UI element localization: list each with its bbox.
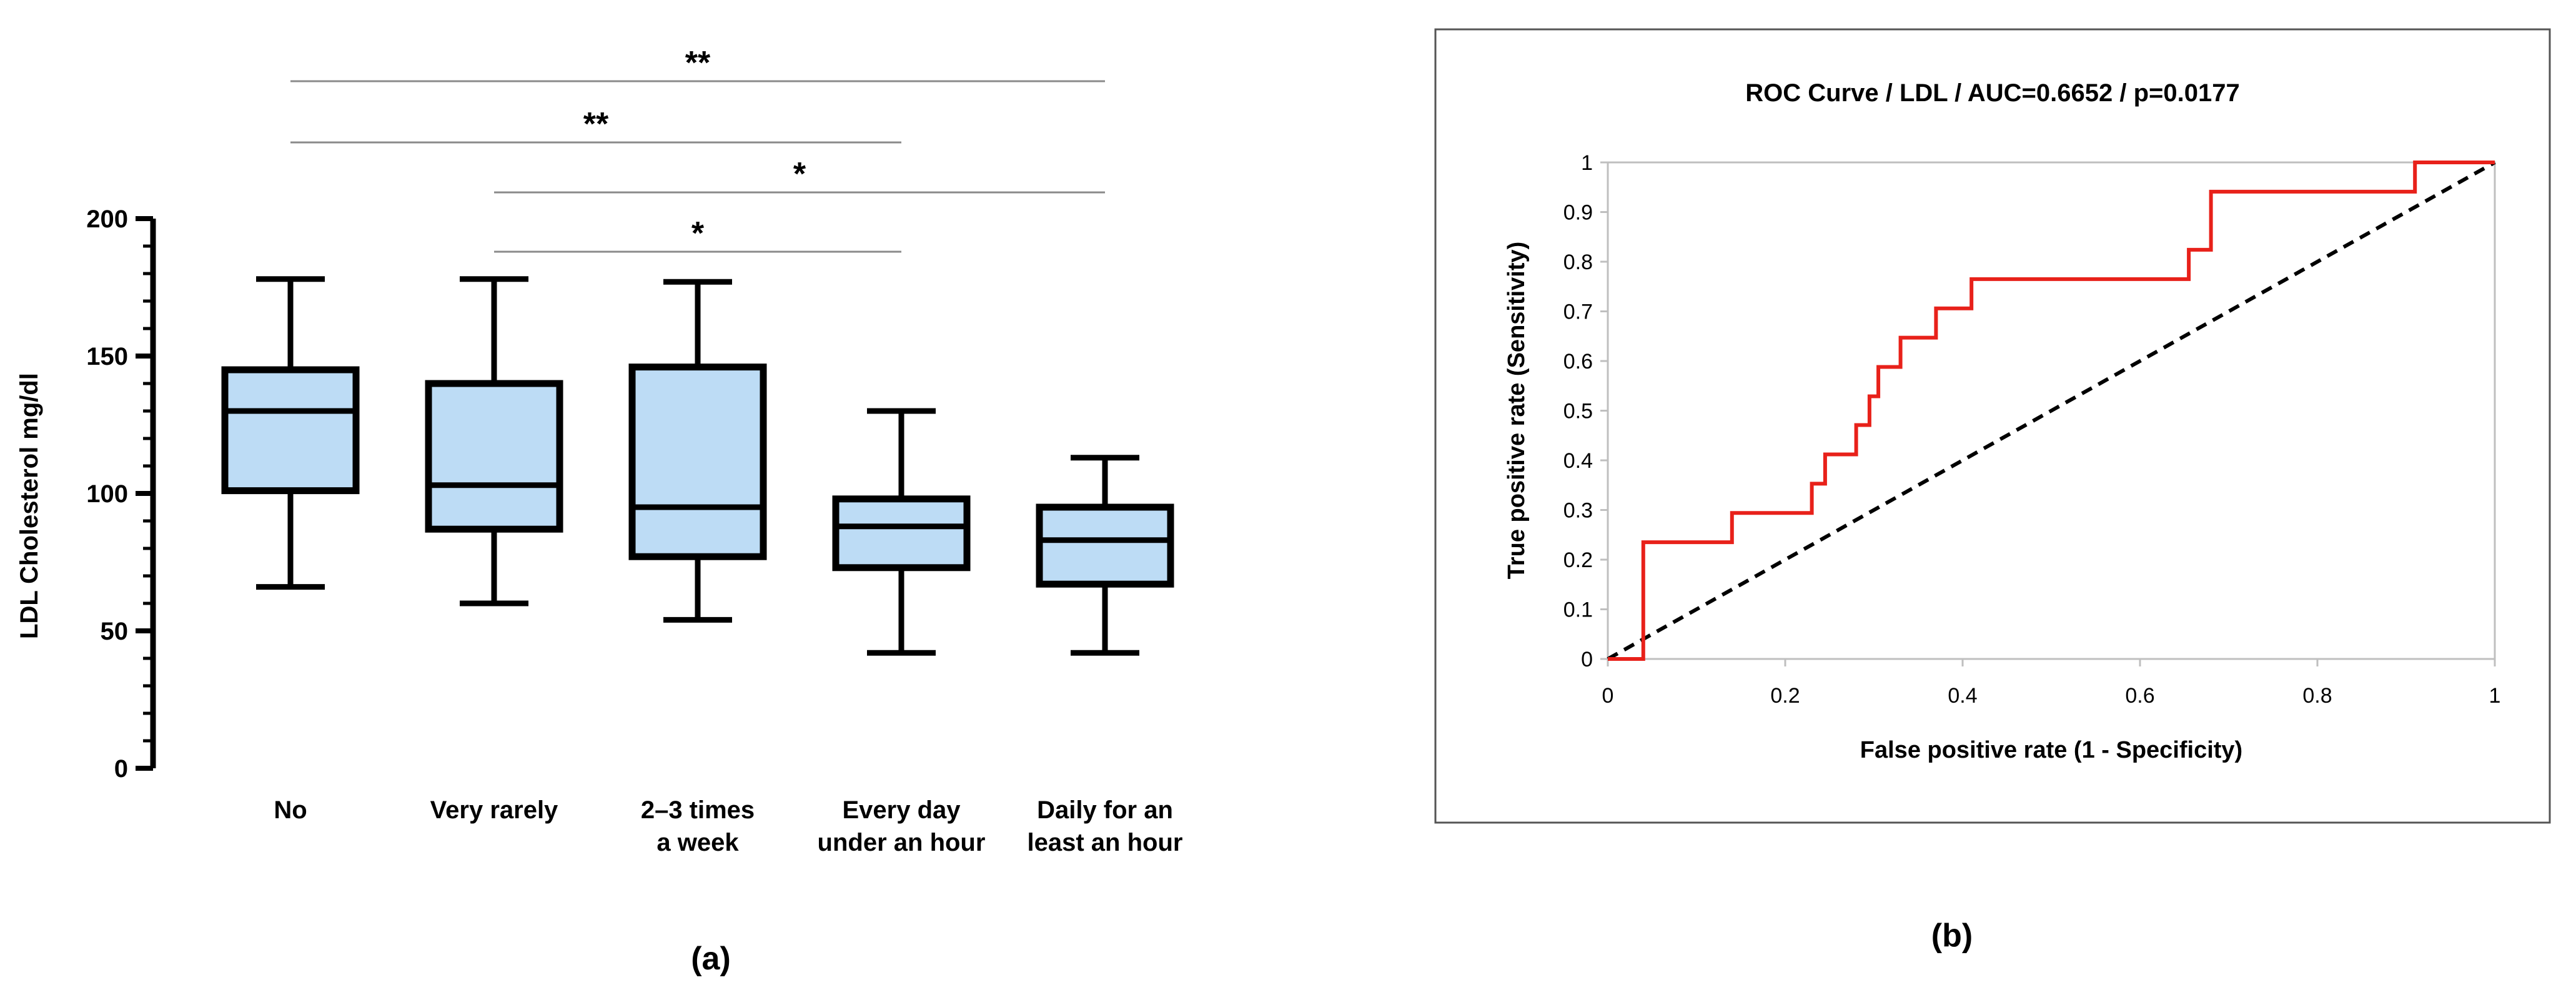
x-tick-label: 0.2 [1770,684,1800,708]
iqr-box [425,380,563,533]
x-tick-label: 0.6 [2125,684,2154,708]
y-tick-label: 150 [86,343,128,370]
y-tick-label: 0.2 [1563,548,1593,572]
roc-y-axis-label: True positive rate (Sensitivity) [1503,242,1530,580]
box-series [221,276,1174,656]
roc-chart: ROC Curve / LDL / AUC=0.6652 / p=0.0177 … [1434,28,2551,824]
iqr-box [628,364,767,560]
panel-b-label: (b) [1931,918,1973,954]
x-tick-label: under an hour [818,829,986,856]
x-tick-labels: No Very rarely 2–3 times a week Every day und… [274,796,1182,856]
roc-x-axis-label: False positive rate (1 - Specificity) [1860,737,2242,763]
y-tick-label: 50 [101,618,129,645]
y-tick-label: 0.1 [1563,598,1593,622]
box-4 [832,408,971,656]
y-tick-label: 0.4 [1563,449,1593,473]
iqr-box [832,495,971,572]
iqr-box [1036,503,1174,588]
panel-a-label: (a) [691,941,731,977]
significance-marker: ** [685,45,711,81]
box-2 [425,276,563,606]
y-tick-label: 0 [1581,648,1593,671]
y-tick-label: 0.9 [1563,201,1593,225]
roc-series [1607,161,2496,661]
box-5 [1036,455,1174,656]
x-tick-label: Every day [842,796,961,824]
y-tick-label: 1 [1581,151,1593,175]
y-axis: 0 50 100 150 200 [86,205,156,783]
y-axis-label: LDL Cholesterol mg/dl [16,373,43,639]
reference-diagonal-line [1607,161,2496,661]
y-tick-label: 0.5 [1563,400,1593,423]
roc-axis-ticks: 0 0.2 0.4 0.6 0.8 1 0 0.1 0.2 0.3 0.4 0.5 0.6 0.7 0.8 0… [1563,151,2501,708]
roc-curve-line [1608,161,2495,661]
y-tick-label: 0.7 [1563,300,1593,324]
x-tick-label: 1 [2489,684,2501,708]
x-tick-label: 0 [1602,684,1614,708]
roc-chart-frame [1434,28,2551,824]
iqr-box [221,366,360,495]
x-tick-label: Very rarely [430,796,558,824]
x-tick-label: Daily for an [1037,796,1173,824]
y-tick-label: 100 [86,480,128,508]
y-tick-label: 200 [86,205,128,233]
y-tick-label: 0.3 [1563,499,1593,523]
box-3 [628,279,767,623]
significance-marker: * [691,215,705,252]
y-tick-label: 0.8 [1563,250,1593,274]
box-1 [221,276,360,590]
x-tick-label: least an hour [1028,829,1183,856]
x-tick-label: 2–3 times [641,796,755,824]
significance-marker: * [793,156,806,192]
roc-title: ROC Curve / LDL / AUC=0.6652 / p=0.0177 [1745,79,2239,107]
x-tick-label: a week [656,829,739,856]
x-tick-label: 0.4 [1948,684,1977,708]
significance-brackets: ****** [290,45,1105,253]
y-tick-label: 0 [114,755,128,783]
x-tick-label: 0.8 [2302,684,2332,708]
x-tick-label: No [274,796,307,824]
significance-marker: ** [583,106,609,142]
y-tick-label: 0.6 [1563,350,1593,374]
